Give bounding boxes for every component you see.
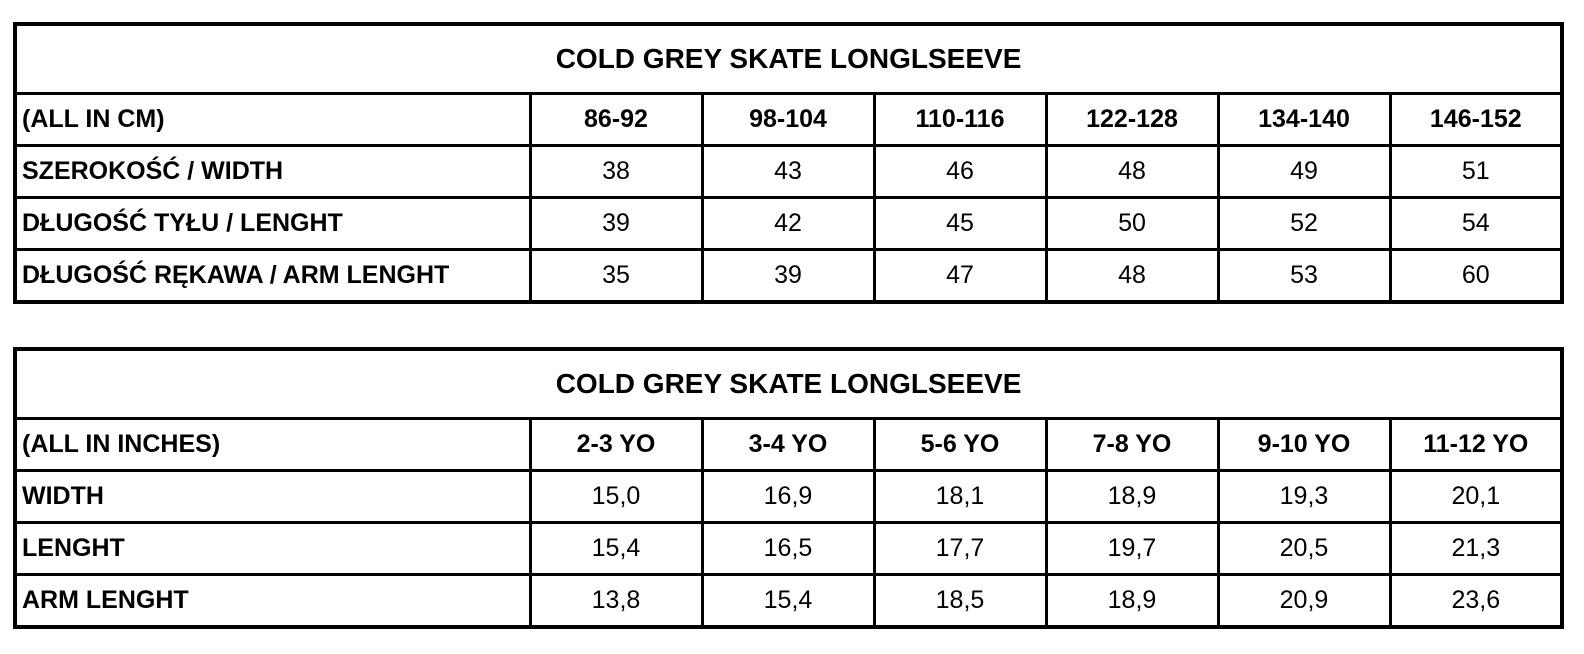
size-column-header: 122-128 bbox=[1044, 92, 1220, 147]
value-cell: 20,5 bbox=[1216, 521, 1392, 576]
table-row-length: LENGHT 15,4 16,5 17,7 19,7 20,5 21,3 bbox=[13, 521, 1564, 576]
age-column-header: 5-6 YO bbox=[872, 417, 1048, 472]
table-header-row: (ALL IN INCHES) 2-3 YO 3-4 YO 5-6 YO 7-8… bbox=[13, 417, 1564, 472]
value-cell: 18,9 bbox=[1044, 573, 1220, 629]
table-header-row: (ALL IN CM) 86-92 98-104 110-116 122-128… bbox=[13, 92, 1564, 147]
table-title: COLD GREY SKATE LONGLSEEVE bbox=[13, 347, 1564, 420]
value-cell: 47 bbox=[872, 248, 1048, 304]
value-cell: 48 bbox=[1044, 144, 1220, 199]
value-cell: 53 bbox=[1216, 248, 1392, 304]
value-cell: 39 bbox=[700, 248, 876, 304]
age-column-header: 2-3 YO bbox=[528, 417, 704, 472]
value-cell: 17,7 bbox=[872, 521, 1048, 576]
size-column-header: 110-116 bbox=[872, 92, 1048, 147]
row-label: ARM LENGHT bbox=[13, 573, 532, 629]
table-row-arm-length: ARM LENGHT 13,8 15,4 18,5 18,9 20,9 23,6 bbox=[13, 573, 1564, 629]
unit-label: (ALL IN CM) bbox=[13, 92, 532, 147]
value-cell: 49 bbox=[1216, 144, 1392, 199]
value-cell: 19,3 bbox=[1216, 469, 1392, 524]
value-cell: 50 bbox=[1044, 196, 1220, 251]
value-cell: 52 bbox=[1216, 196, 1392, 251]
size-column-header: 98-104 bbox=[700, 92, 876, 147]
value-cell: 15,0 bbox=[528, 469, 704, 524]
value-cell: 60 bbox=[1388, 248, 1564, 304]
table-row-arm-length: DŁUGOŚĆ RĘKAWA / ARM LENGHT 35 39 47 48 … bbox=[13, 248, 1564, 304]
row-label: DŁUGOŚĆ RĘKAWA / ARM LENGHT bbox=[13, 248, 532, 304]
age-column-header: 9-10 YO bbox=[1216, 417, 1392, 472]
value-cell: 39 bbox=[528, 196, 704, 251]
unit-label: (ALL IN INCHES) bbox=[13, 417, 532, 472]
value-cell: 54 bbox=[1388, 196, 1564, 251]
value-cell: 18,9 bbox=[1044, 469, 1220, 524]
size-table-inches: COLD GREY SKATE LONGLSEEVE (ALL IN INCHE… bbox=[13, 347, 1565, 629]
row-label: SZEROKOŚĆ / WIDTH bbox=[13, 144, 532, 199]
value-cell: 46 bbox=[872, 144, 1048, 199]
value-cell: 18,1 bbox=[872, 469, 1048, 524]
size-column-header: 86-92 bbox=[528, 92, 704, 147]
value-cell: 38 bbox=[528, 144, 704, 199]
table-title-row: COLD GREY SKATE LONGLSEEVE bbox=[13, 347, 1564, 420]
value-cell: 42 bbox=[700, 196, 876, 251]
row-label: WIDTH bbox=[13, 469, 532, 524]
table-row-length: DŁUGOŚĆ TYŁU / LENGHT 39 42 45 50 52 54 bbox=[13, 196, 1564, 251]
size-column-header: 134-140 bbox=[1216, 92, 1392, 147]
table-title-row: COLD GREY SKATE LONGLSEEVE bbox=[13, 22, 1564, 95]
row-label: DŁUGOŚĆ TYŁU / LENGHT bbox=[13, 196, 532, 251]
table-title: COLD GREY SKATE LONGLSEEVE bbox=[13, 22, 1564, 95]
table-row-width: WIDTH 15,0 16,9 18,1 18,9 19,3 20,1 bbox=[13, 469, 1564, 524]
age-column-header: 3-4 YO bbox=[700, 417, 876, 472]
value-cell: 45 bbox=[872, 196, 1048, 251]
value-cell: 48 bbox=[1044, 248, 1220, 304]
value-cell: 15,4 bbox=[528, 521, 704, 576]
value-cell: 20,9 bbox=[1216, 573, 1392, 629]
value-cell: 16,5 bbox=[700, 521, 876, 576]
table-row-width: SZEROKOŚĆ / WIDTH 38 43 46 48 49 51 bbox=[13, 144, 1564, 199]
size-column-header: 146-152 bbox=[1388, 92, 1564, 147]
value-cell: 51 bbox=[1388, 144, 1564, 199]
value-cell: 20,1 bbox=[1388, 469, 1564, 524]
value-cell: 21,3 bbox=[1388, 521, 1564, 576]
value-cell: 13,8 bbox=[528, 573, 704, 629]
row-label: LENGHT bbox=[13, 521, 532, 576]
value-cell: 15,4 bbox=[700, 573, 876, 629]
age-column-header: 7-8 YO bbox=[1044, 417, 1220, 472]
value-cell: 35 bbox=[528, 248, 704, 304]
value-cell: 43 bbox=[700, 144, 876, 199]
value-cell: 19,7 bbox=[1044, 521, 1220, 576]
value-cell: 18,5 bbox=[872, 573, 1048, 629]
value-cell: 23,6 bbox=[1388, 573, 1564, 629]
size-table-cm: COLD GREY SKATE LONGLSEEVE (ALL IN CM) 8… bbox=[13, 22, 1565, 304]
value-cell: 16,9 bbox=[700, 469, 876, 524]
age-column-header: 11-12 YO bbox=[1388, 417, 1564, 472]
